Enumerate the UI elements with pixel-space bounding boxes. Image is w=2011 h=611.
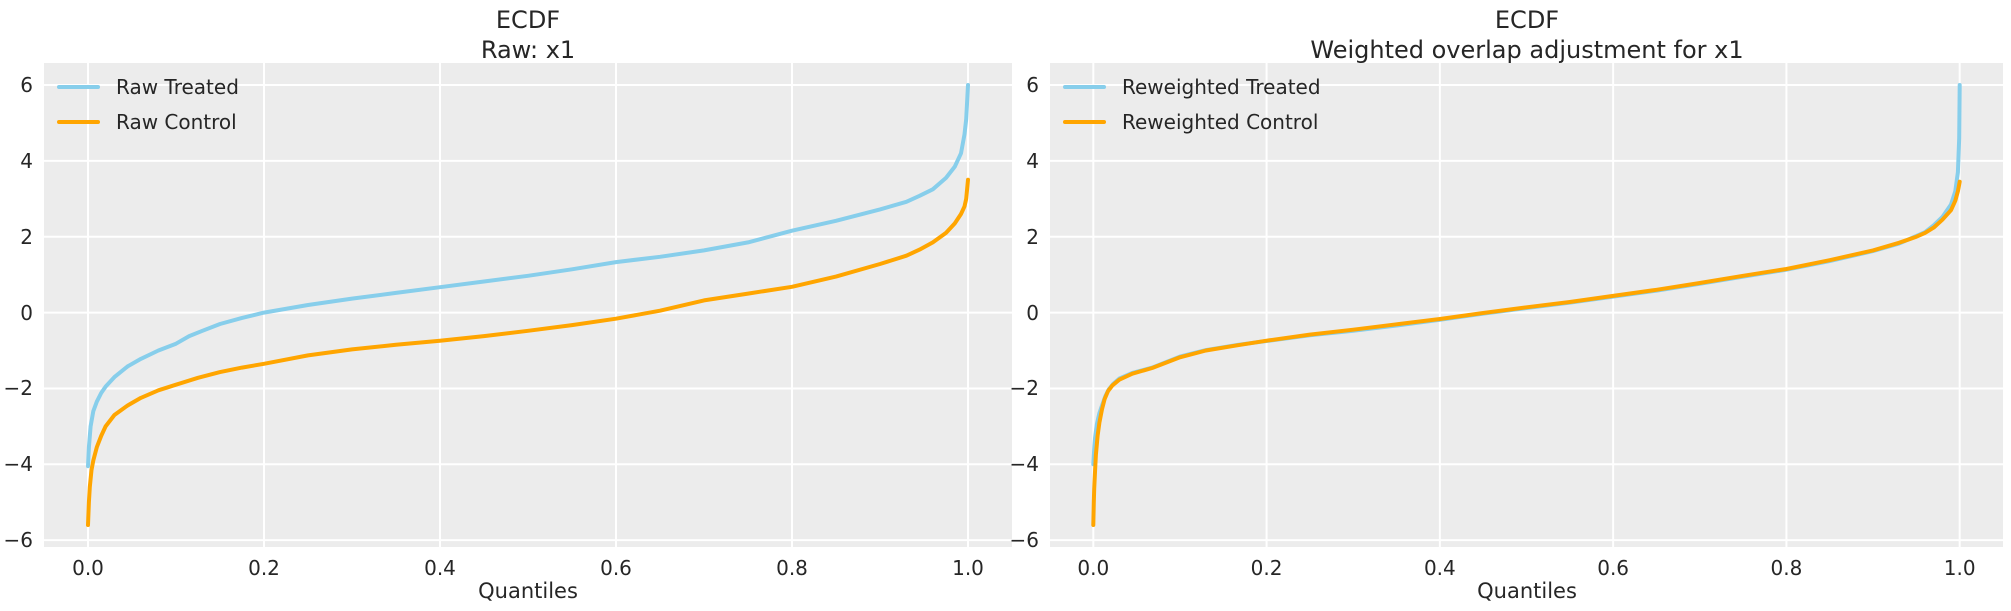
- right-plot-title-line1: ECDF: [1494, 6, 1560, 34]
- series-line-reweighted-control: [1091, 179, 1962, 527]
- raw-control-line-swatch: [57, 120, 100, 124]
- y-tick-label: 0: [20, 300, 33, 325]
- y-tick-label: −6: [3, 528, 33, 553]
- right-plot-title: ECDF Weighted overlap adjustment for x1: [1177, 5, 1877, 65]
- reweighted-control-line-swatch: [1063, 120, 1106, 124]
- left-plot-area: Raw Treated Raw Control: [44, 63, 1012, 547]
- x-tick-label: 0.0: [72, 556, 104, 580]
- y-tick-label: 2: [20, 224, 33, 249]
- y-tick-label: 6: [20, 73, 33, 97]
- legend-item-reweighted-control: Reweighted Control: [1063, 109, 1321, 135]
- right-plot-canvas: [1050, 63, 2003, 547]
- left-plot-title-line1: ECDF: [495, 6, 561, 34]
- x-tick-label: 0.0: [1077, 556, 1110, 580]
- right-plot-legend: Reweighted Treated Reweighted Control: [1063, 74, 1321, 135]
- series-line-raw-treated: [86, 83, 970, 469]
- x-tick-label: 0.2: [248, 556, 280, 580]
- x-tick-label: 0.6: [600, 556, 632, 580]
- x-tick-label: 0.4: [1423, 556, 1456, 580]
- y-tick-label: −2: [3, 376, 33, 401]
- x-tick-label: 0.8: [776, 556, 808, 580]
- x-tick-label: 0.8: [1770, 556, 1803, 580]
- raw-treated-line-swatch: [57, 85, 100, 89]
- reweighted-treated-label: Reweighted Treated: [1122, 75, 1321, 99]
- legend-item-reweighted-treated: Reweighted Treated: [1063, 74, 1321, 100]
- left-plot-title-line2: Raw: x1: [480, 36, 576, 64]
- right-plot-area: Reweighted Treated Reweighted Control: [1050, 63, 2003, 547]
- x-tick-label: 0.2: [1250, 556, 1283, 580]
- x-tick-label: 1.0: [1943, 556, 1976, 580]
- y-tick-label: −2: [1009, 376, 1039, 401]
- right-plot-title-line2: Weighted overlap adjustment for x1: [1310, 36, 1744, 64]
- reweighted-treated-line-swatch: [1063, 85, 1106, 89]
- left-plot-xaxis-label: Quantiles: [478, 579, 578, 603]
- y-tick-label: 4: [1026, 148, 1039, 173]
- y-tick-label: 4: [20, 148, 33, 173]
- y-tick-label: 2: [1026, 224, 1039, 249]
- y-tick-label: −4: [3, 452, 33, 477]
- left-plot-canvas: [44, 63, 1012, 547]
- y-tick-label: −4: [1009, 452, 1039, 477]
- y-tick-label: −6: [1009, 528, 1039, 553]
- legend-item-raw-control: Raw Control: [57, 109, 239, 135]
- x-tick-label: 0.6: [1597, 556, 1630, 580]
- y-tick-label: 0: [1026, 300, 1039, 325]
- left-plot-legend: Raw Treated Raw Control: [57, 74, 239, 135]
- raw-control-label: Raw Control: [116, 110, 237, 134]
- x-tick-label: 0.4: [424, 556, 456, 580]
- raw-treated-label: Raw Treated: [116, 75, 239, 99]
- right-plot-xaxis-label: Quantiles: [1477, 579, 1577, 603]
- left-plot-title: ECDF Raw: x1: [178, 5, 878, 65]
- series-line-reweighted-treated: [1091, 83, 1962, 467]
- y-tick-label: 6: [1026, 73, 1039, 97]
- series-line-raw-control: [86, 177, 970, 527]
- reweighted-control-label: Reweighted Control: [1122, 110, 1319, 134]
- legend-item-raw-treated: Raw Treated: [57, 74, 239, 100]
- x-tick-label: 1.0: [952, 556, 984, 580]
